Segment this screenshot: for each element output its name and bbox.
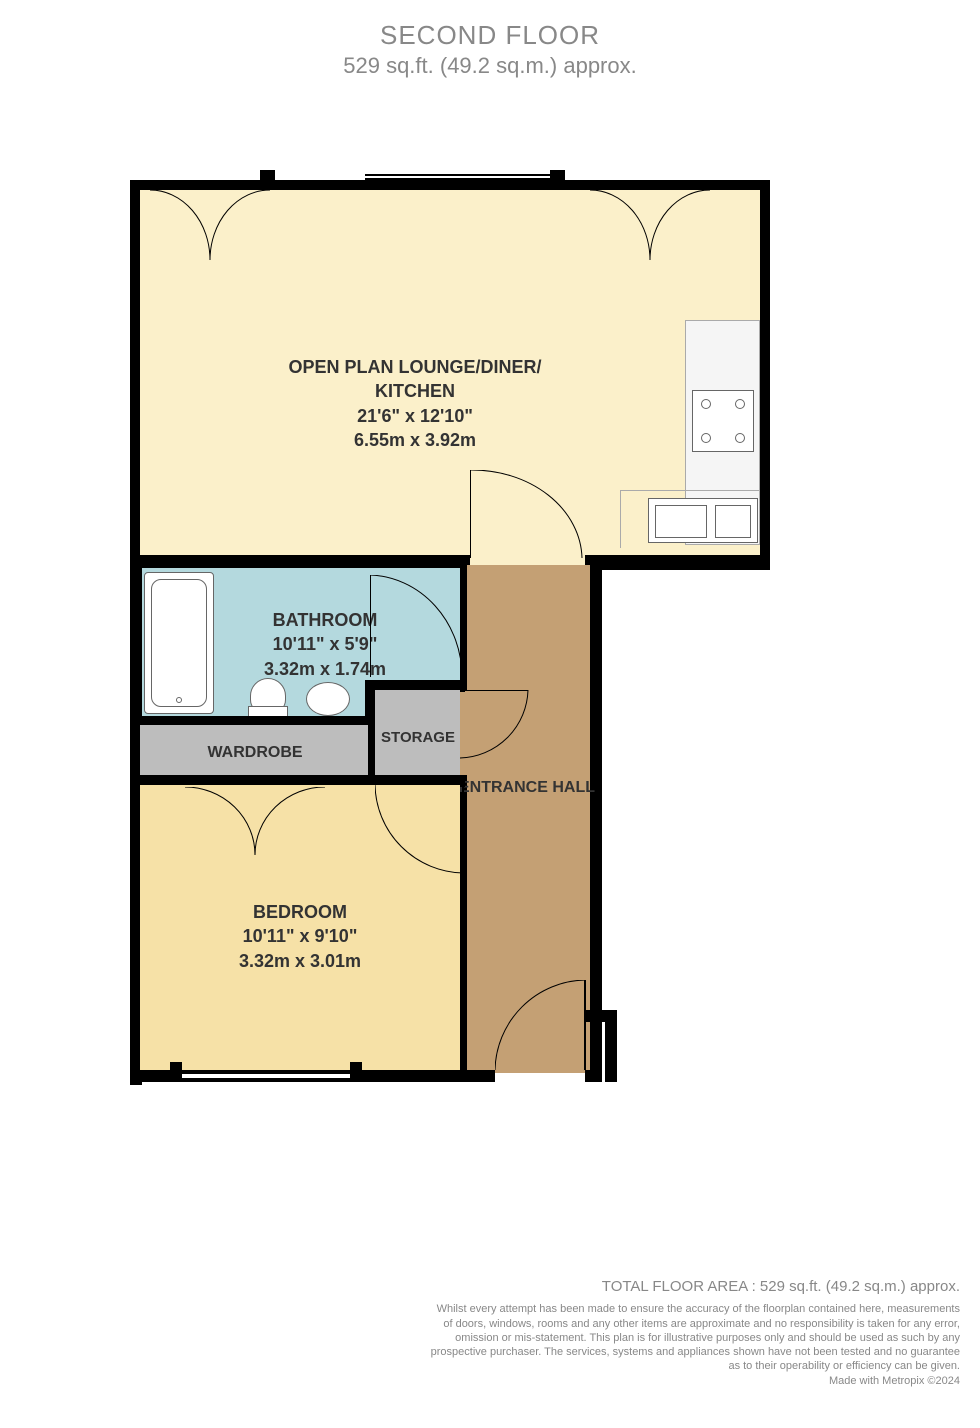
- bathtub: [144, 572, 214, 714]
- wall-segment: [170, 1062, 182, 1082]
- disclaimer-line: prospective purchaser. The services, sys…: [60, 1345, 960, 1359]
- hall-label: ENTRANCE HALL: [447, 777, 607, 799]
- wall-segment: [760, 555, 770, 570]
- floor-title: SECOND FLOOR: [0, 20, 980, 51]
- door-swing: [470, 470, 585, 560]
- door-swing: [370, 575, 465, 680]
- storage-label: STORAGE: [368, 728, 468, 748]
- window: [180, 1072, 350, 1080]
- disclaimer-line: as to their operability or efficiency ca…: [60, 1359, 960, 1373]
- wardrobe-label: WARDROBE: [155, 742, 355, 764]
- door-swing: [185, 787, 325, 857]
- basin: [306, 682, 350, 716]
- floor-subtitle: 529 sq.ft. (49.2 sq.m.) approx.: [0, 53, 980, 79]
- door-swing: [375, 785, 465, 875]
- door-swing: [495, 980, 590, 1075]
- door-swing: [590, 190, 710, 270]
- footer: TOTAL FLOOR AREA : 529 sq.ft. (49.2 sq.m…: [60, 1277, 960, 1388]
- disclaimer-line: of doors, windows, rooms and any other i…: [60, 1317, 960, 1331]
- wall-segment: [350, 1062, 362, 1082]
- counter-edge: [620, 490, 760, 548]
- wall-segment: [260, 170, 275, 190]
- bedroom-label: BEDROOM 10'11" x 9'10" 3.32m x 3.01m: [200, 900, 400, 973]
- lounge-label: OPEN PLAN LOUNGE/DINER/ KITCHEN 21'6" x …: [250, 355, 580, 452]
- wall-segment: [610, 555, 770, 570]
- total-area: TOTAL FLOOR AREA : 529 sq.ft. (49.2 sq.m…: [60, 1277, 960, 1297]
- wall-segment: [590, 555, 602, 1080]
- hob: [692, 390, 754, 452]
- wall-segment: [550, 170, 565, 190]
- door-swing: [150, 190, 270, 270]
- disclaimer-line: Made with Metropix ©2024: [60, 1374, 960, 1388]
- door-swing: [460, 690, 530, 760]
- floor-plan: OPEN PLAN LOUNGE/DINER/ KITCHEN 21'6" x …: [130, 180, 770, 1080]
- header: SECOND FLOOR 529 sq.ft. (49.2 sq.m.) app…: [0, 20, 980, 79]
- disclaimer-line: omission or mis-statement. This plan is …: [60, 1331, 960, 1345]
- wall-segment: [605, 1010, 617, 1082]
- disclaimer-line: Whilst every attempt has been made to en…: [60, 1302, 960, 1316]
- window: [365, 174, 550, 180]
